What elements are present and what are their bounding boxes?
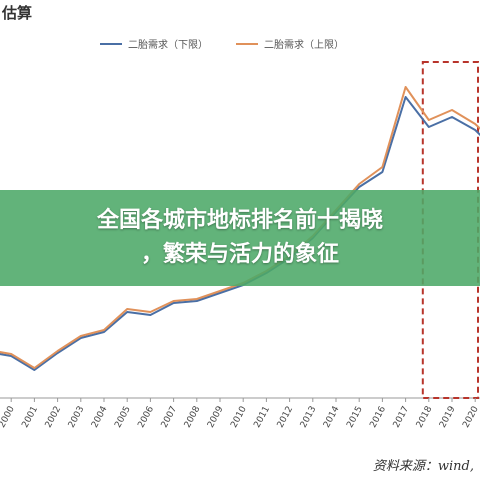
legend-label-1: 二胎需求（下限） bbox=[128, 38, 208, 51]
headline-line-1: 全国各城市地标排名前十揭晓 bbox=[96, 208, 383, 233]
x-tick-label: 2010 bbox=[229, 404, 249, 429]
x-tick-label: 2015 bbox=[345, 405, 365, 430]
x-tick-label: 2020 bbox=[461, 404, 480, 429]
x-tick-label: 2007 bbox=[160, 405, 180, 430]
legend-label-2: 二胎需求（上限） bbox=[264, 38, 344, 51]
x-tick-label: 2016 bbox=[368, 404, 388, 429]
x-tick-label: 2011 bbox=[252, 405, 272, 430]
x-tick-label: 2014 bbox=[322, 404, 342, 429]
x-tick-label: 2005 bbox=[113, 405, 133, 430]
source-note: 资料来源：wind, bbox=[372, 459, 474, 474]
headline-line-2: ，繁荣与活力的象征 bbox=[140, 242, 339, 267]
x-tick-label: 2000 bbox=[0, 404, 17, 429]
x-tick-label: 2006 bbox=[136, 404, 156, 429]
x-tick-label: 2008 bbox=[183, 404, 203, 429]
x-tick-label: 2013 bbox=[299, 405, 319, 430]
headline-banner: 全国各城市地标排名前十揭晓 ，繁荣与活力的象征 bbox=[0, 190, 480, 286]
x-tick-label: 2018 bbox=[415, 404, 435, 429]
x-tick-label: 2003 bbox=[67, 405, 87, 430]
chart-title: 估算 bbox=[2, 4, 33, 22]
x-tick-label: 2002 bbox=[44, 405, 64, 430]
x-tick-label: 2004 bbox=[90, 404, 110, 429]
x-tick-label: 2001 bbox=[20, 405, 40, 430]
x-tick-label: 2017 bbox=[392, 405, 412, 430]
x-tick-label: 2012 bbox=[276, 405, 296, 430]
x-tick-label: 2019 bbox=[438, 404, 458, 429]
x-tick-label: 2009 bbox=[206, 404, 226, 429]
